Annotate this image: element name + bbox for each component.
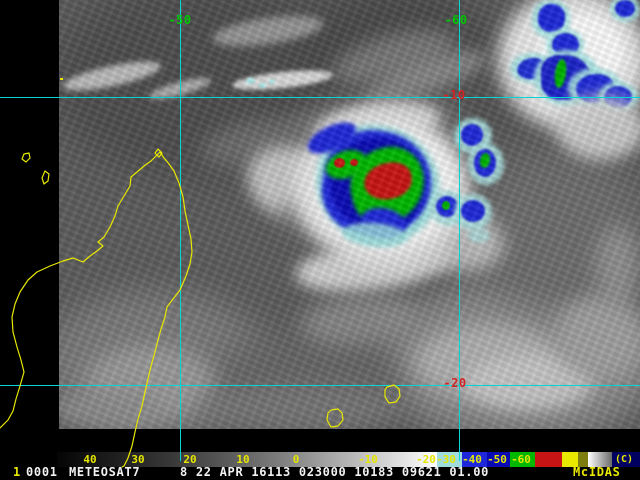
colorbar-segment-red <box>535 452 562 467</box>
colorbar-tick: 30 <box>131 453 145 466</box>
latitude-label: -10 <box>442 88 466 102</box>
colorbar-tick: 10 <box>236 453 250 466</box>
cyclone-red-spot <box>350 159 358 166</box>
enhanced-cell-blue <box>461 200 485 222</box>
frame-margin <box>0 0 59 452</box>
island-outline <box>326 408 344 428</box>
colorbar-segment-grayscale <box>57 452 437 467</box>
colorbar-segment-darkblue <box>487 452 510 467</box>
cloud-mass <box>555 295 640 380</box>
cloud-layer <box>40 0 640 429</box>
image-id: 0001 <box>26 465 58 479</box>
colorbar-segment-navy <box>612 452 640 467</box>
cyan-speck <box>246 78 255 84</box>
colorbar-segment-gray-gradient <box>588 452 612 467</box>
longitude-gridline-50 <box>180 0 181 461</box>
status-bar: 1 0001 METEOSAT7 8 22 APR 16113 023000 1… <box>0 466 640 480</box>
satellite-name: METEOSAT7 <box>69 465 141 479</box>
cyclone-red-spot <box>334 158 345 168</box>
island-outline <box>21 152 31 163</box>
colorbar-segment-cyan <box>437 452 462 467</box>
colorbar-segment-blue <box>462 452 487 467</box>
cloud-mass <box>195 385 405 429</box>
colorbar-segment-green <box>510 452 535 467</box>
latitude-label: -20 <box>443 376 467 390</box>
cloud-mass <box>595 225 640 310</box>
copyright-label: (C) <box>615 454 634 465</box>
cyan-speck <box>259 83 266 88</box>
map-marker-dot <box>60 78 63 80</box>
islet-outline <box>154 148 163 158</box>
colorbar-tick: -50 <box>487 453 507 466</box>
latitude-gridline-10 <box>0 97 640 98</box>
longitude-label: -50 <box>168 13 192 27</box>
madagascar-coastline <box>0 151 193 468</box>
cyan-fringe <box>468 228 490 243</box>
longitude-label: -60 <box>444 13 468 27</box>
colorbar-tick: -30 <box>436 453 456 466</box>
brand-label: McIDAS <box>573 465 621 479</box>
colorbar-tick: -60 <box>511 453 531 466</box>
colorbar-tick: 20 <box>183 453 197 466</box>
enhanced-cell-green <box>442 201 450 210</box>
latitude-gridline-20 <box>0 385 640 386</box>
colorbar-tick: -20 <box>416 453 436 466</box>
colorbar-tick: -10 <box>358 453 378 466</box>
enhanced-cell-blue <box>615 0 635 17</box>
datetime-fields: 8 22 APR 16113 023000 10183 09621 01.00 <box>180 465 490 479</box>
colorbar-tick: 40 <box>83 453 97 466</box>
colorbar-segment-yellow <box>562 452 578 467</box>
longitude-gridline-60 <box>459 0 460 461</box>
temperature-colorbar: 40 30 20 10 0 -10 -20 -30 -40 -50 -60 (C… <box>0 452 640 467</box>
colorbar-segment-olive <box>578 452 588 467</box>
island-outline <box>384 384 401 404</box>
frame-number: 1 <box>13 465 21 479</box>
cloud-mass <box>55 390 165 428</box>
colorbar-tick: -40 <box>462 453 482 466</box>
enhanced-cell-blue <box>461 124 483 146</box>
island-outline <box>41 170 50 185</box>
cyan-speck <box>269 79 275 84</box>
cloud-mass <box>556 96 640 160</box>
colorbar-tick: 0 <box>292 453 300 466</box>
